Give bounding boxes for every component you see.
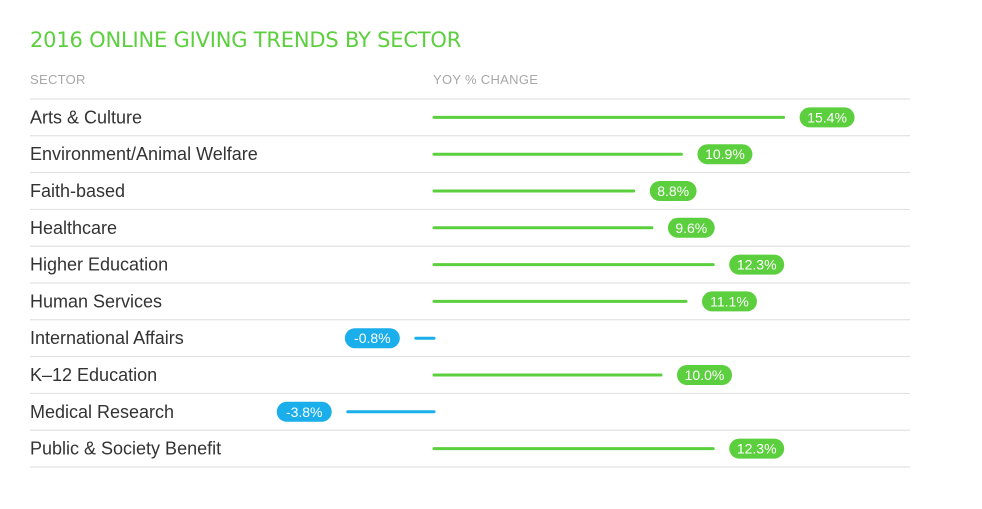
value-label: 15.4% (807, 109, 847, 125)
category-label: Medical Research (30, 402, 174, 422)
category-label: Environment/Animal Welfare (30, 144, 258, 164)
value-label: -0.8% (354, 330, 391, 346)
category-label: Public & Society Benefit (30, 439, 221, 459)
value-pill (667, 217, 715, 238)
value-pill (649, 181, 697, 201)
value-pill (729, 438, 785, 459)
category-label: Healthcare (30, 218, 117, 238)
value-pill (677, 365, 732, 385)
value-label: 8.8% (657, 183, 689, 199)
value-label: 12.3% (737, 441, 777, 457)
value-pill (697, 144, 753, 165)
category-label: International Affairs (30, 328, 184, 348)
value-pill (276, 401, 332, 422)
value-label: 10.9% (705, 146, 745, 162)
category-label: Human Services (30, 291, 162, 311)
chart-title: 2016 ONLINE GIVING TRENDS BY SECTOR (30, 28, 462, 52)
value-label: 12.3% (737, 257, 777, 273)
value-label: 10.0% (685, 367, 725, 383)
yoy-change-column-header: YOY % CHANGE (433, 72, 539, 87)
value-pill (701, 291, 757, 312)
value-label: -3.8% (286, 404, 323, 420)
value-pill (799, 107, 855, 128)
value-label: 9.6% (675, 220, 707, 236)
category-label: Higher Education (30, 255, 168, 275)
value-pill (344, 328, 400, 349)
category-label: Arts & Culture (30, 107, 142, 127)
category-label: K–12 Education (30, 365, 157, 385)
sector-column-header: SECTOR (30, 72, 86, 87)
value-pill (729, 254, 785, 275)
category-label: Faith-based (30, 181, 125, 201)
value-label: 11.1% (710, 293, 749, 309)
